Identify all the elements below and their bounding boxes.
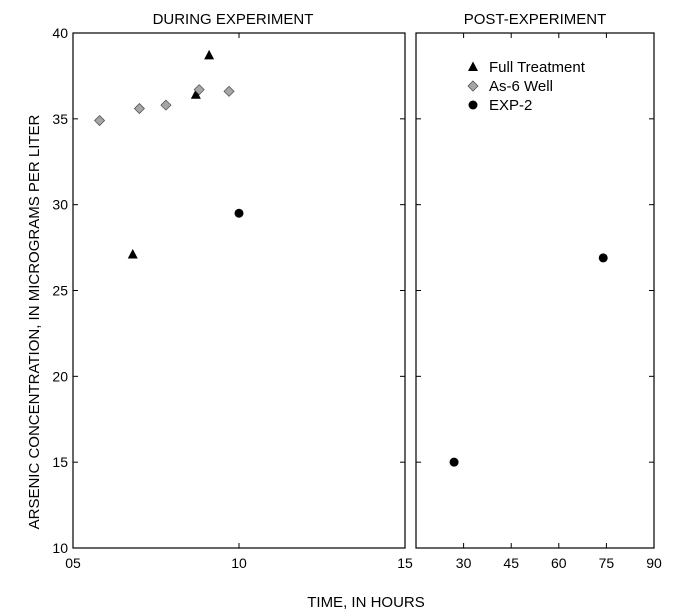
- legend-label: EXP-2: [489, 97, 532, 114]
- y-tick-label: 30: [52, 197, 68, 213]
- data-point-triangle: [127, 248, 138, 259]
- legend-label: As-6 Well: [489, 78, 553, 95]
- y-tick-label: 25: [52, 283, 68, 299]
- x-tick-label: 30: [456, 555, 472, 571]
- x-tick-label: 60: [551, 555, 567, 571]
- legend-marker-diamond: [467, 80, 479, 92]
- legend-label: Full Treatment: [489, 59, 586, 76]
- y-axis-title: ARSENIC CONCENTRATION, IN MICROGRAMS PER…: [26, 114, 43, 529]
- x-tick-label: 45: [503, 555, 519, 571]
- legend-marker-circle: [468, 100, 478, 110]
- y-tick-label: 40: [52, 25, 68, 41]
- data-point-diamond: [93, 114, 106, 127]
- panel-frame: [72, 32, 406, 549]
- legend: Full Treatment As-6 Well EXP-2: [467, 59, 586, 114]
- data-point-diamond: [160, 99, 172, 111]
- x-tick-label: 15: [397, 555, 413, 571]
- data-point-circle: [234, 208, 244, 218]
- x-tick-label: 90: [646, 555, 662, 571]
- legend-marker-triangle: [468, 61, 478, 71]
- y-tick-label: 20: [52, 368, 68, 384]
- panel-title-during: DURING EXPERIMENT: [153, 11, 314, 28]
- y-tick-label: 35: [52, 111, 68, 127]
- x-tick-label: 75: [599, 555, 615, 571]
- panel-title-post: POST-EXPERIMENT: [464, 11, 607, 28]
- x-axis-title: TIME, IN HOURS: [307, 594, 425, 611]
- panel-frame: [415, 32, 655, 549]
- data-point-triangle: [190, 89, 201, 99]
- x-tick-label: 10: [231, 555, 247, 571]
- y-tick-label: 15: [52, 454, 68, 470]
- y-tick-label: 10: [52, 540, 68, 556]
- data-point-diamond: [223, 85, 235, 97]
- x-tick-label: 05: [65, 555, 81, 571]
- data-point-triangle: [204, 49, 215, 60]
- data-point-diamond: [133, 102, 145, 115]
- data-point-diamond: [193, 84, 205, 96]
- data-point-circle: [598, 253, 608, 263]
- data-point-circle: [449, 457, 459, 467]
